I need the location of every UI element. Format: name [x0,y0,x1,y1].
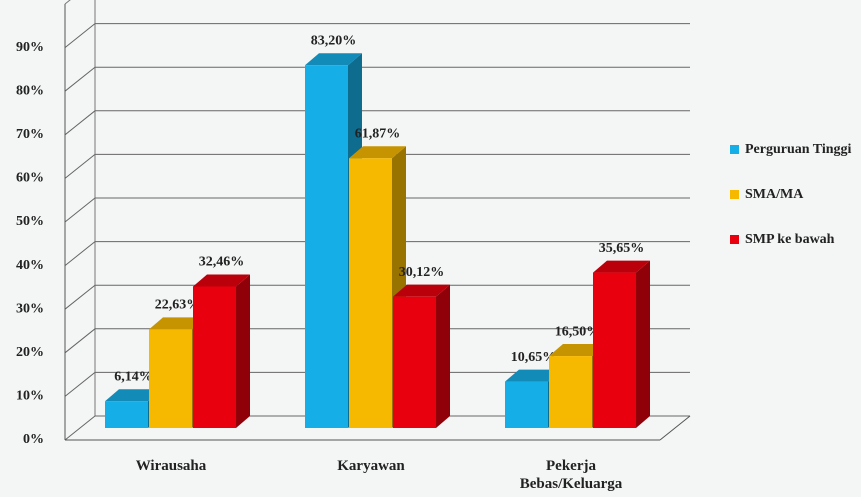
bar-side [436,284,450,428]
y-tick-label: 0% [23,432,44,447]
data-label: 16,50% [555,324,601,339]
x-tick-label: Karyawan [337,458,405,474]
bar [549,356,592,428]
bar-top [305,53,362,66]
bar [505,381,548,428]
data-label: 30,12% [399,265,445,280]
bar-top [549,344,606,357]
floor-edge [659,415,691,441]
y-tick-label: 40% [16,258,44,273]
data-label: 35,65% [599,241,645,256]
data-label: 32,46% [199,255,245,270]
y-tick-label: 70% [16,127,44,142]
bar-top [105,389,162,402]
data-label: 10,65% [511,350,557,365]
bar-top [393,284,450,297]
y-tick-label: 80% [16,83,44,98]
bar-side [236,274,250,428]
grid-line [64,197,690,223]
bar-top [193,274,250,287]
wall-top [64,0,71,5]
bar [149,329,192,428]
bar-side [636,260,650,428]
legend-label: Perguruan Tinggi [745,142,852,157]
y-tick-label: 60% [16,171,44,186]
data-label: 22,63% [155,298,201,313]
grid-line [64,284,690,310]
y-tick-label: 20% [16,345,44,360]
data-label: 61,87% [355,126,401,141]
bar [105,401,148,428]
legend-swatch [730,145,739,154]
legend-swatch [730,235,739,244]
legend-swatch [730,190,739,199]
bar-top [593,260,650,273]
bar [593,272,636,428]
bar [393,296,436,428]
x-tick-label: Wirausaha [135,458,207,474]
data-label: 83,20% [311,33,357,48]
grid-line [64,328,690,354]
grid-line [64,153,690,179]
y-tick-label: 30% [16,301,44,316]
grid-line [64,110,690,136]
grid-line [64,415,690,441]
legend-label: SMP ke bawah [745,232,835,247]
legend-label: SMA/MA [745,187,804,202]
bar [193,286,236,428]
grid-line [64,66,690,92]
bar [349,158,392,428]
bar-top [349,146,406,159]
y-tick-label: 10% [16,389,44,404]
grid-line [64,23,690,48]
grid-line [64,371,690,397]
x-tick-label: Pekerja Bebas/Keluarga [519,458,623,492]
bar-top [505,369,562,382]
grid-line [64,241,690,266]
data-label: 6,14% [114,369,153,384]
y-tick-label: 90% [16,40,44,55]
bar-top [149,317,206,330]
y-tick-label: 50% [16,214,44,229]
bar [305,65,348,429]
